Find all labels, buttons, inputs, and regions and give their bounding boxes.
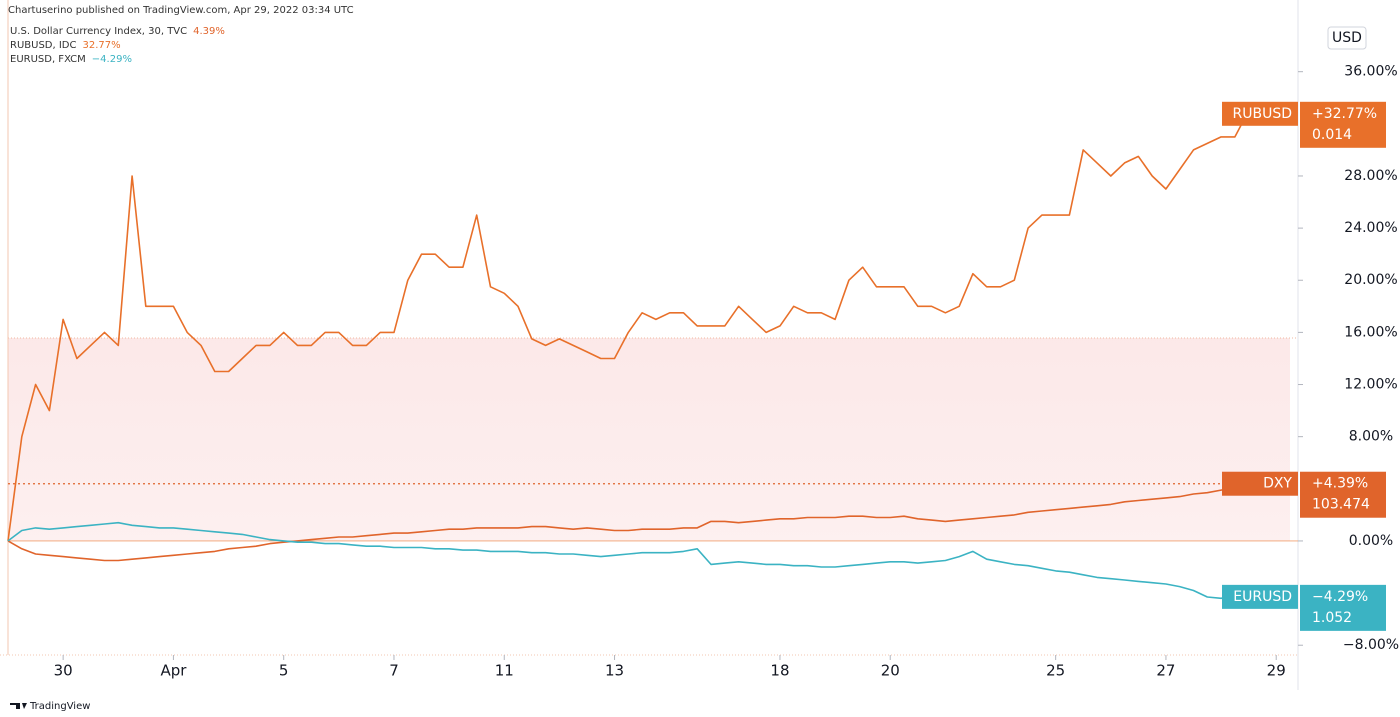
y-tick-label: 20.00% <box>1344 272 1397 288</box>
series-line <box>7 482 1291 562</box>
tag-value-box <box>1300 584 1386 631</box>
tag-name: EURUSD <box>1233 589 1292 605</box>
attribution: Chartuserino published on TradingView.co… <box>8 5 354 16</box>
plot <box>7 103 1298 600</box>
tag-price: 1.052 <box>1312 610 1352 626</box>
x-tick-label: 5 <box>279 662 289 680</box>
legend-label: EURUSD, FXCM <box>10 54 86 65</box>
legend-value: 32.77% <box>82 40 120 51</box>
x-tick-label: Apr <box>160 662 187 680</box>
footer: TradingView <box>29 701 90 712</box>
x-tick-label: 27 <box>1156 662 1175 680</box>
legend-label: U.S. Dollar Currency Index, 30, TVC <box>10 26 187 37</box>
tag-name-box <box>1222 471 1298 496</box>
y-tick-label: −8.00% <box>1343 637 1399 653</box>
y-tick-label: 36.00% <box>1344 64 1397 80</box>
tag-change: −4.29% <box>1312 589 1368 605</box>
series-line <box>7 521 1291 600</box>
tag-price: 0.014 <box>1312 127 1352 143</box>
tv-logo <box>10 703 27 709</box>
tag-value-box <box>1300 101 1386 148</box>
x-tick-label: 7 <box>389 662 399 680</box>
tag-name-box <box>1222 101 1298 126</box>
tag-name: RUBUSD <box>1233 106 1293 122</box>
tag-name-box <box>1222 584 1298 609</box>
x-tick-label: 25 <box>1046 662 1065 680</box>
y-tick-label: 8.00% <box>1349 429 1393 445</box>
x-tick-label: 11 <box>495 662 514 680</box>
tag-name: DXY <box>1263 476 1292 492</box>
tag-change: +4.39% <box>1312 476 1368 492</box>
tag-price: 103.474 <box>1312 497 1370 513</box>
x-tick-label: 13 <box>605 662 624 680</box>
legend-value: −4.29% <box>92 54 132 65</box>
series-line <box>7 103 1291 542</box>
y-tick-label: 24.00% <box>1344 220 1397 236</box>
x-tick-label: 29 <box>1267 662 1286 680</box>
range-shade <box>8 338 1290 541</box>
legend-value: 4.39% <box>193 26 225 37</box>
y-tick-label: 12.00% <box>1344 377 1397 393</box>
tag-change: +32.77% <box>1312 106 1377 122</box>
legend-label: RUBUSD, IDC <box>10 40 77 51</box>
unit-box[interactable] <box>1327 26 1367 50</box>
y-tick-label: 0.00% <box>1349 533 1393 549</box>
y-tick-label: 16.00% <box>1344 324 1397 340</box>
y-tick-label: 28.00% <box>1344 168 1397 184</box>
axis-unit: USD <box>1332 30 1362 46</box>
tag-value-box <box>1300 471 1386 518</box>
x-tick-label: 18 <box>770 662 789 680</box>
x-tick-label: 20 <box>881 662 900 680</box>
x-tick-label: 30 <box>54 662 73 680</box>
